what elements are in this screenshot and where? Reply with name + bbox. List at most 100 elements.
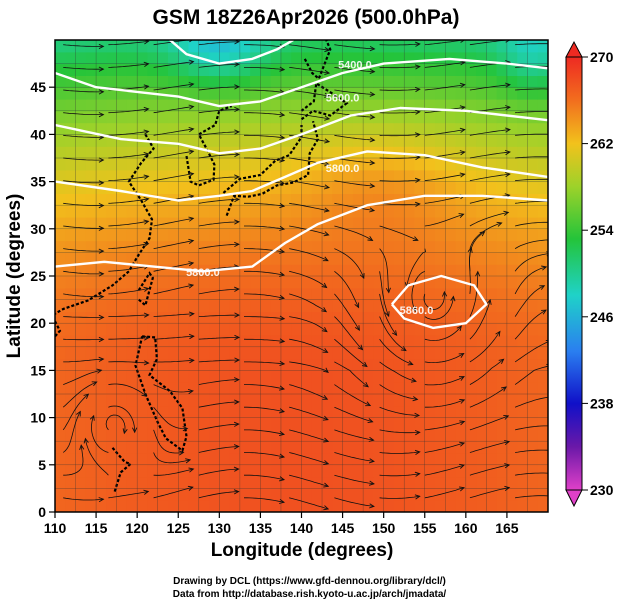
field-cell [291,500,303,512]
field-cell [75,276,87,289]
streamline [424,421,465,431]
field-cell [137,488,149,501]
streamline [379,384,418,400]
field-cell [342,87,354,100]
field-cell [311,370,323,383]
field-cell [311,87,323,100]
field-cell [137,181,149,194]
field-cell [496,453,508,466]
field-cell [393,264,405,277]
field-cell [342,429,354,442]
field-cell [106,276,118,289]
field-cell [363,87,374,100]
field-cell [486,311,498,324]
field-cell [476,193,487,206]
field-cell [250,193,261,206]
streamline [514,285,545,317]
field-cell [188,417,200,430]
streamline-arrow [188,283,195,289]
field-cell [106,335,118,348]
field-cell [260,394,272,407]
field-cell [147,299,159,312]
streamline [469,129,510,136]
field-cell [65,358,77,371]
field-cell [332,287,344,301]
field-cell [311,464,323,478]
field-cell [229,217,241,230]
field-cell [168,323,179,336]
field-cell [137,323,149,336]
field-cell [260,51,272,65]
streamline-arrow [91,381,98,387]
streamline-arrow [541,265,548,271]
field-cell [414,405,426,419]
field-cell [209,358,220,371]
field-cell [260,299,272,312]
field-cell [506,429,518,442]
field-cell [55,87,66,100]
field-cell [239,87,251,100]
field-cell [65,51,77,65]
field-cell [383,228,395,242]
field-cell [270,358,282,371]
field-cell [239,488,251,501]
field-cell [126,252,138,265]
field-cell [517,252,529,265]
field-cell [435,134,446,147]
streamline [63,112,104,115]
field-cell [270,382,282,395]
field-cell [527,63,539,76]
field-cell [75,217,87,230]
field-cell [281,323,292,336]
streamline-arrow [504,440,511,446]
field-cell [527,75,539,88]
field-cell [239,158,251,171]
field-cell [106,394,118,407]
field-cell [270,240,282,253]
field-cell [198,240,210,253]
field-cell [65,464,77,478]
field-cell [55,63,66,76]
field-cell [239,370,251,383]
streamline-arrow [321,282,328,289]
field-cell [281,299,292,312]
streamline-arrow [459,463,465,469]
field-cell [506,464,518,478]
streamline [515,449,548,453]
streamline-arrow [323,367,329,373]
streamline-arrow [475,270,481,277]
field-cell [414,99,426,112]
streamline-arrow [143,174,150,180]
field-cell [147,240,159,253]
field-cell [106,51,118,65]
streamline [63,497,104,501]
field-cell [239,335,251,348]
field-cell [281,287,292,301]
field-cell [270,394,282,407]
field-cell [322,405,333,419]
field-cell [106,323,118,336]
field-cell [178,287,190,301]
field-cell [198,228,210,242]
field-cell [496,417,508,430]
field-cell [332,87,344,100]
field-cell [517,358,529,371]
field-cell [393,51,405,65]
field-cell [281,75,292,88]
streamline-arrow [279,134,286,140]
field-cell [517,205,529,218]
field-cell [455,51,467,65]
field-cell [506,394,518,407]
streamline [334,361,369,388]
field-cell [157,441,169,454]
field-cell [126,370,138,383]
streamline-arrow [368,436,375,442]
field-cell [291,370,303,383]
field-cell [383,205,395,218]
field-cell [168,346,179,360]
height-contour [55,106,548,155]
field-cell [147,63,159,76]
field-cell [126,287,138,301]
field-cell [209,217,220,230]
streamline [289,406,329,421]
